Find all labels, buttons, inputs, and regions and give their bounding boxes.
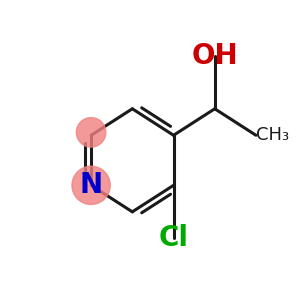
Text: N: N	[80, 171, 103, 199]
Text: CH₃: CH₃	[256, 126, 289, 144]
Circle shape	[72, 166, 110, 205]
Circle shape	[76, 118, 106, 147]
Text: Cl: Cl	[158, 224, 188, 252]
Text: OH: OH	[191, 42, 238, 70]
